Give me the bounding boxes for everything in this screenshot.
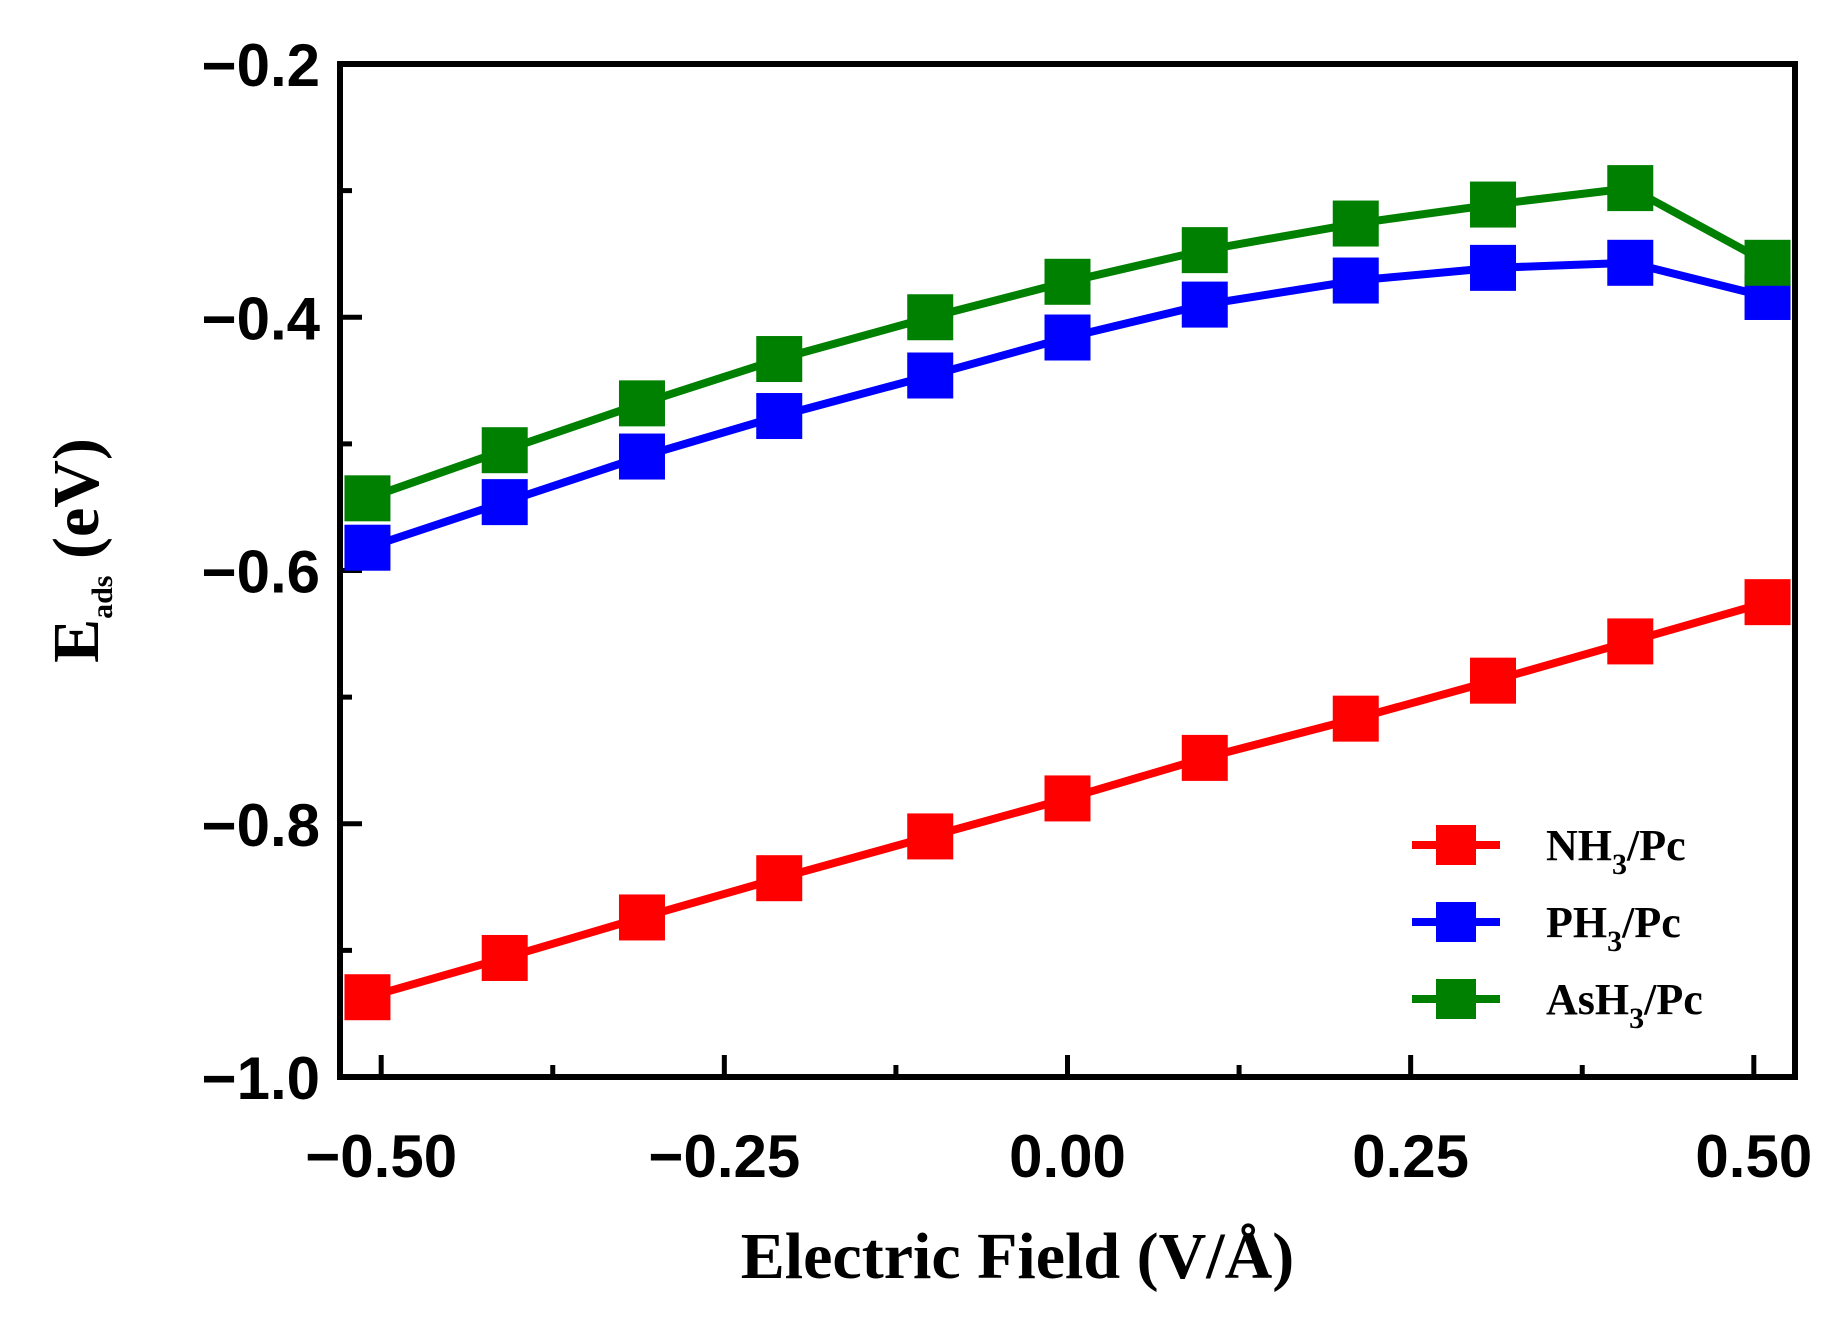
data-point [1044, 258, 1091, 305]
data-point [1607, 618, 1654, 665]
data-point [1470, 657, 1517, 704]
series-ash3-pc [344, 165, 1791, 522]
y-tick-label: −0.6 [202, 539, 320, 606]
data-point [1181, 281, 1228, 328]
legend-item: PH3/Pc [1412, 898, 1681, 958]
data-point [1181, 734, 1228, 781]
legend-label: NH3/Pc [1546, 821, 1686, 881]
data-point [1607, 239, 1654, 286]
data-point [907, 352, 954, 399]
data-point [481, 479, 528, 526]
data-point [344, 974, 391, 1021]
data-point [618, 894, 665, 941]
legend-marker [1436, 825, 1476, 865]
data-point [481, 934, 528, 981]
data-point [1044, 314, 1091, 361]
series-line [366, 258, 1769, 552]
data-point [756, 336, 803, 383]
x-tick-label: 0.25 [1352, 1123, 1469, 1190]
y-tick-label: −0.2 [202, 32, 320, 99]
data-point [481, 427, 528, 474]
data-point [756, 393, 803, 440]
data-point [1470, 181, 1517, 228]
data-point [1332, 257, 1379, 304]
y-axis-title: Eads (eV) [40, 438, 119, 663]
data-point [1044, 775, 1091, 822]
legend: NH3/Pc PH3/Pc AsH3/Pc [1412, 821, 1703, 1035]
data-point [1744, 579, 1791, 626]
legend-item: NH3/Pc [1412, 821, 1686, 881]
data-point [618, 433, 665, 480]
data-point [1607, 165, 1654, 212]
x-axis-title: Electric Field (V/Å) [741, 1220, 1294, 1293]
y-tick-label: −0.8 [202, 792, 320, 859]
x-tick-labels: −0.50 −0.25 0.00 0.25 0.50 [305, 1123, 1812, 1190]
data-point [907, 813, 954, 860]
series-layer [344, 165, 1791, 1021]
legend-marker [1436, 979, 1476, 1019]
y-axis-title-main: E [40, 619, 113, 663]
y-tick-labels: −1.0 −0.8 −0.6 −0.4 −0.2 [202, 32, 321, 1112]
legend-marker [1436, 902, 1476, 942]
axis-ticks [340, 61, 1757, 1080]
series-nh3-pc [344, 579, 1791, 1021]
data-point [618, 380, 665, 427]
x-tick-label: −0.50 [305, 1123, 457, 1190]
data-point [907, 294, 954, 341]
data-point [1181, 227, 1228, 274]
y-axis-title-sub: ads [86, 576, 119, 619]
data-point [1332, 200, 1379, 247]
legend-item: AsH3/Pc [1412, 975, 1703, 1035]
data-point [1332, 695, 1379, 742]
data-point [1744, 239, 1791, 286]
plot-frame [337, 61, 1798, 1080]
y-tick-label: −0.4 [202, 285, 321, 352]
legend-label: PH3/Pc [1546, 898, 1681, 958]
legend-label: AsH3/Pc [1546, 975, 1703, 1035]
data-point [756, 855, 803, 902]
y-tick-label: −1.0 [202, 1045, 320, 1112]
data-point [344, 475, 391, 522]
data-point [1470, 244, 1517, 291]
x-tick-label: 0.50 [1695, 1123, 1812, 1190]
x-tick-label: −0.25 [648, 1123, 800, 1190]
data-point [344, 524, 391, 571]
y-axis-title-rest: (eV) [40, 438, 113, 575]
x-tick-label: 0.00 [1009, 1123, 1126, 1190]
series-ph3-pc [344, 239, 1791, 571]
